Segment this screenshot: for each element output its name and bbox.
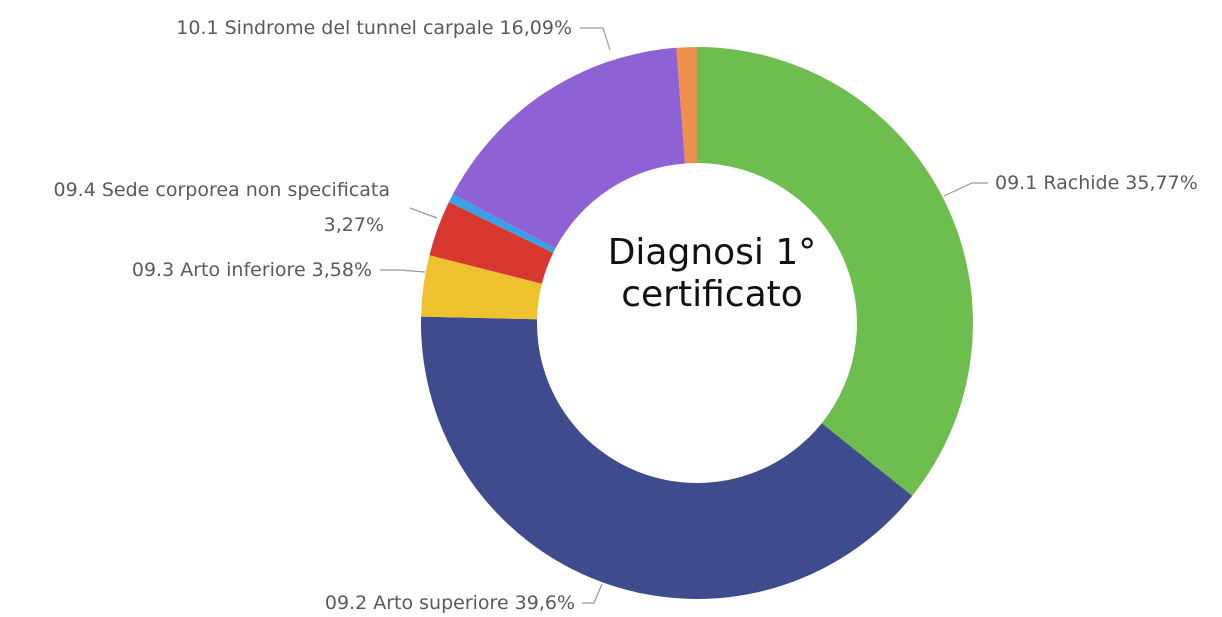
leader-line [380, 269, 426, 273]
donut-slice [429, 202, 554, 284]
donut-slice [448, 194, 556, 253]
leader-line [409, 207, 438, 219]
slice-value-label: 35,77% [1125, 172, 1197, 194]
slice-value-label: 16,09% [500, 17, 572, 39]
slice-value-label: 3,58% [312, 259, 372, 281]
chart-title: Diagnosi 1° certificato [607, 232, 817, 315]
donut-slice [697, 47, 974, 496]
slice-label: 09.2 Arto superiore 39,6% [325, 592, 575, 614]
slice-category: 09.2 Arto superiore [325, 592, 509, 614]
donut-slice [421, 255, 542, 320]
slice-category: 09.1 Rachide [995, 172, 1119, 194]
slice-label: 09.1 Rachide 35,77% [995, 172, 1198, 194]
leader-line [580, 27, 611, 51]
slice-value-label: 3,27% [324, 214, 384, 236]
slice-value-label: 39,6% [515, 592, 575, 614]
leader-line [582, 583, 603, 604]
slice-label: 09.3 Arto inferiore 3,58% [132, 259, 372, 281]
leader-line [943, 182, 988, 197]
donut-slice [676, 47, 697, 164]
slice-category: 09.4 Sede corporea non specificata [54, 179, 391, 201]
donut-slice [421, 316, 913, 599]
donut-slice [452, 47, 686, 249]
slice-category: 10.1 Sindrome del tunnel carpale [176, 17, 493, 39]
slice-label: 09.4 Sede corporea non specificata 3,27% [54, 179, 391, 236]
slice-category: 09.3 Arto inferiore [132, 259, 306, 281]
slice-label: 10.1 Sindrome del tunnel carpale 16,09% [176, 17, 572, 39]
